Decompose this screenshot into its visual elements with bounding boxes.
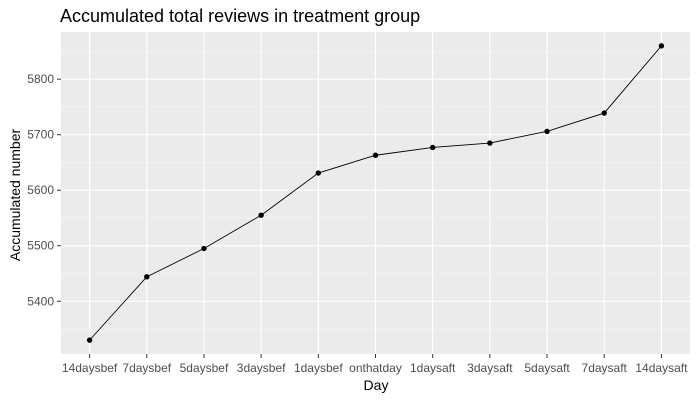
x-tick-label: 5daysbef (180, 361, 229, 375)
data-point (201, 245, 207, 252)
y-axis-title: Accumulated number (7, 129, 23, 262)
data-point (544, 128, 550, 135)
x-tick-label: 14daysaft (635, 361, 688, 375)
y-tick-label: 5700 (27, 128, 54, 142)
x-tick-label: 1daysbef (294, 361, 343, 375)
x-tick-label: 3daysbef (237, 361, 286, 375)
data-point (144, 274, 150, 280)
data-point (258, 212, 264, 218)
chart-title: Accumulated total reviews in treatment g… (60, 6, 420, 26)
axes: 5400 5500 5600 5700 5800 14daysbef 7daysbef 5da… (27, 72, 688, 375)
x-tick-label: 7daysbef (122, 361, 171, 375)
x-axis-title: Day (364, 377, 389, 393)
data-point (601, 110, 607, 116)
x-tick-label: 14daysbef (62, 361, 118, 375)
grid-lines (61, 32, 690, 354)
y-tick-label: 5800 (27, 72, 54, 86)
y-tick-label: 5500 (27, 239, 54, 253)
data-point (315, 170, 322, 176)
data-point (658, 43, 665, 49)
y-tick-label: 5400 (27, 294, 54, 308)
x-tick-label: 1daysaft (410, 361, 456, 375)
data-point (429, 144, 436, 151)
y-tick-label: 5600 (27, 183, 54, 197)
x-tick-label: onthatday (349, 361, 402, 375)
data-point (372, 152, 379, 158)
x-tick-label: 5daysaft (524, 361, 570, 375)
data-point (487, 140, 493, 146)
x-tick-label: 7daysaft (582, 361, 628, 375)
series-layer (86, 43, 665, 343)
x-tick-label: 3daysaft (467, 361, 513, 375)
data-point (86, 337, 93, 343)
